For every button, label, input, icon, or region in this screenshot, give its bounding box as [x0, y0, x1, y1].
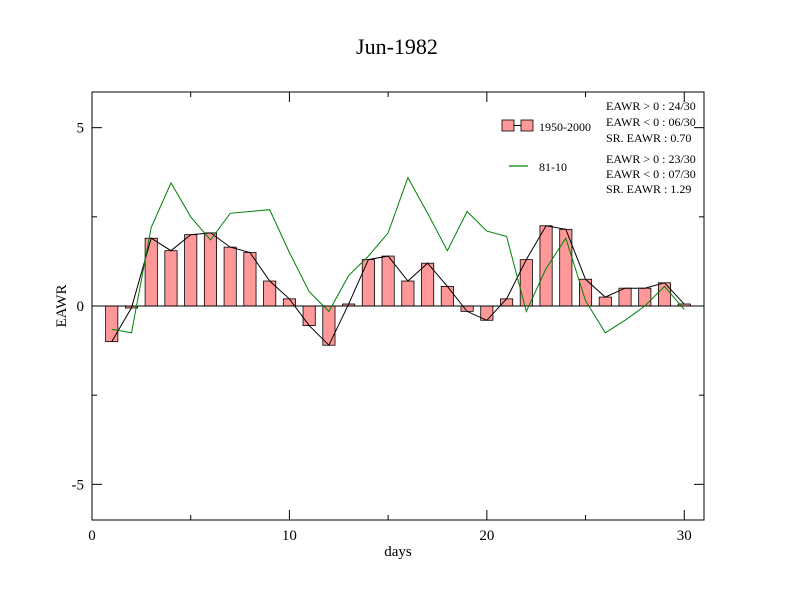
x-axis-label: days — [384, 544, 412, 560]
stats-1950-sr: SR. EAWR : 0.70 — [606, 131, 691, 145]
bar-1950-2000 — [164, 250, 178, 307]
bar-1950-2000 — [401, 280, 415, 307]
bar-1950-2000 — [381, 255, 395, 307]
bar-1950-2000 — [223, 246, 237, 307]
bar-1950-2000 — [184, 234, 198, 307]
stats-8110-negative: EAWR < 0 : 07/30 — [606, 167, 696, 181]
bar-series — [92, 225, 704, 346]
legend-swatch-bars-right — [520, 119, 534, 132]
y-tick-label: 5 — [77, 121, 85, 137]
x-tick-label: 20 — [479, 528, 494, 544]
y-tick-label: -5 — [72, 477, 85, 493]
x-tick-label: 30 — [677, 528, 692, 544]
bar-1950-2000 — [243, 252, 257, 307]
bar-1950-2000 — [519, 259, 533, 307]
x-tick-label: 0 — [88, 528, 96, 544]
legend-label-81-10: 81-10 — [539, 160, 567, 174]
stats-8110-sr: SR. EAWR : 1.29 — [606, 182, 691, 196]
chart-title: Jun-1982 — [356, 34, 438, 59]
legend: 1950-2000 81-10 EAWR > 0 : 24/30 EAWR < … — [501, 99, 696, 196]
bar-1950-2000 — [500, 298, 514, 307]
bar-1950-2000 — [638, 287, 652, 307]
stats-8110-positive: EAWR > 0 : 23/30 — [606, 152, 696, 166]
y-axis-label: EAWR — [54, 285, 70, 328]
bar-1950-2000 — [302, 305, 316, 327]
legend-swatch-bars-left — [501, 119, 515, 132]
bar-1950-2000 — [105, 305, 119, 343]
bar-1950-2000 — [460, 305, 474, 312]
bar-1950-2000 — [539, 225, 553, 307]
bar-1950-2000 — [598, 296, 612, 307]
bar-1950-2000 — [421, 262, 435, 307]
bar-1950-2000 — [361, 259, 375, 307]
bar-1950-2000 — [618, 287, 632, 307]
x-tick-label: 10 — [282, 528, 297, 544]
line-series — [111, 176, 685, 347]
stats-1950-negative: EAWR < 0 : 06/30 — [606, 115, 696, 129]
stats-1950-positive: EAWR > 0 : 24/30 — [606, 99, 696, 113]
axis-ticks: 0 10 20 30 -5 0 5 — [72, 92, 704, 544]
bar-1950-2000 — [440, 285, 454, 307]
y-tick-label: 0 — [77, 299, 85, 315]
bar-1950-2000 — [203, 232, 217, 307]
line-1950-2000 — [111, 225, 685, 347]
legend-label-1950-2000: 1950-2000 — [539, 120, 591, 134]
line-81-10 — [111, 176, 685, 334]
